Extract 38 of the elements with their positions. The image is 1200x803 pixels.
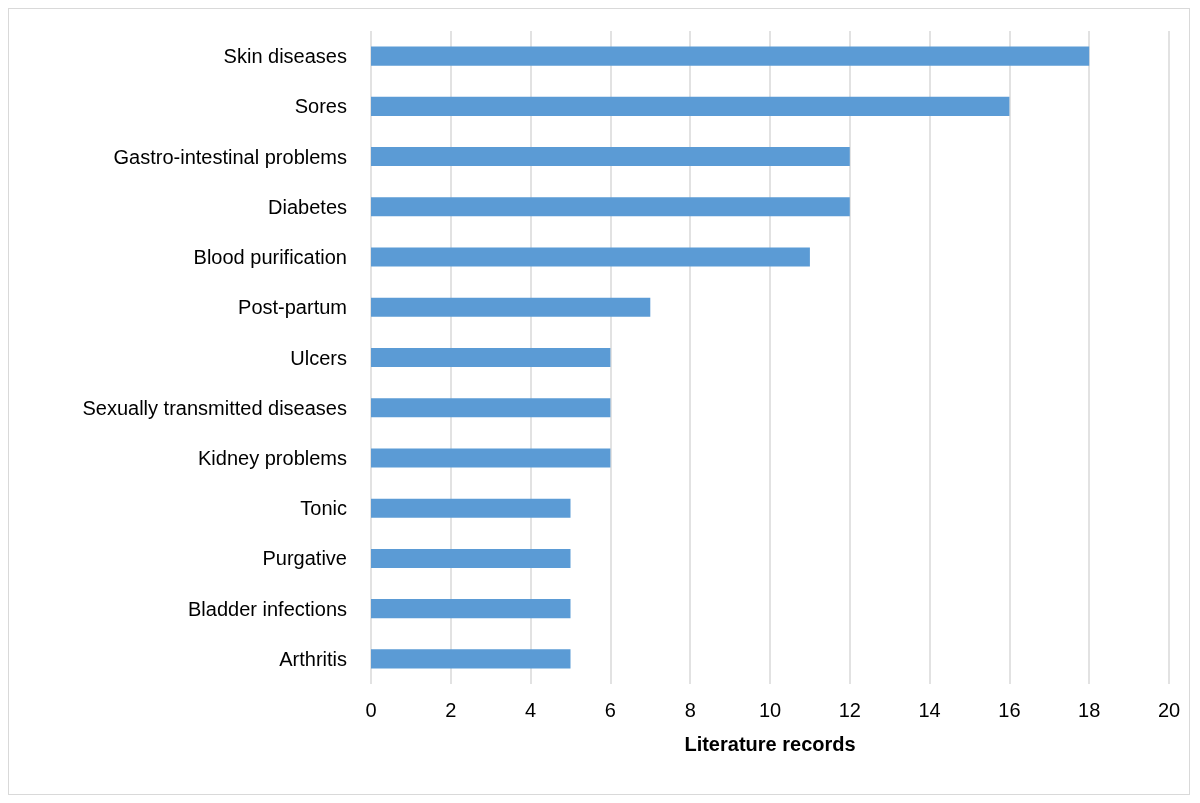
bar — [371, 498, 571, 518]
bar — [371, 448, 611, 468]
bar — [371, 96, 1010, 116]
bar — [371, 46, 1090, 66]
bar — [371, 649, 571, 669]
y-tick-label: Skin diseases — [223, 45, 347, 68]
bar — [371, 548, 571, 568]
bar — [371, 247, 810, 267]
x-tick-label: 2 — [445, 699, 457, 721]
y-tick-label: Kidney problems — [198, 446, 347, 469]
bar — [371, 347, 611, 368]
y-tick-label: Purgative — [262, 547, 347, 570]
x-tick-label: 20 — [1157, 699, 1181, 721]
x-tick-label: 0 — [365, 699, 377, 721]
bar — [371, 297, 651, 317]
x-axis-title: Literature records — [684, 733, 856, 755]
y-tick-label: Bladder infections — [188, 597, 347, 620]
y-tick-label: Diabetes — [268, 195, 347, 218]
x-tick-label: 12 — [838, 699, 861, 721]
bar — [371, 398, 611, 418]
y-tick-label: Post-partum — [238, 296, 347, 319]
bar — [371, 147, 850, 167]
y-tick-label: Tonic — [300, 497, 347, 520]
x-tick-label: 18 — [1078, 699, 1101, 721]
x-tick-label: 10 — [758, 699, 782, 721]
y-tick-label: Blood purification — [193, 246, 347, 269]
bar — [371, 197, 850, 217]
bar — [371, 599, 571, 619]
y-tick-label: Sexually transmitted diseases — [82, 396, 347, 419]
x-tick-label: 14 — [918, 699, 941, 721]
x-tick-label: 6 — [604, 699, 616, 721]
x-tick-label: 8 — [684, 699, 696, 721]
x-tick-label: 16 — [998, 699, 1021, 721]
y-tick-label: Arthritis — [279, 647, 347, 670]
y-tick-label: Sores — [294, 95, 347, 118]
x-tick-label: 4 — [525, 699, 537, 721]
y-tick-label: Ulcers — [290, 346, 347, 369]
y-tick-label: Gastro-intestinal problems — [113, 145, 347, 168]
